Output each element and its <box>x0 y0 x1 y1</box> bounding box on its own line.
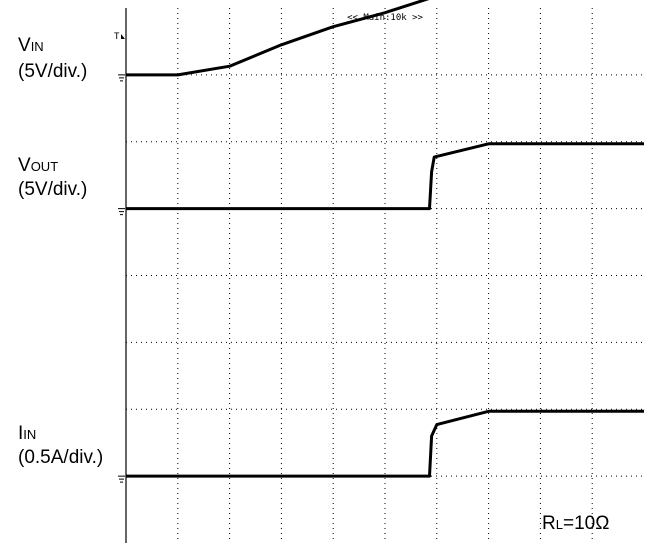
trigger-arrow <box>121 34 125 39</box>
trigger-icon: T <box>114 32 120 42</box>
iin-label: IIN <box>18 422 36 446</box>
vout-label-sub: OUT <box>31 159 58 174</box>
trigger-marker: T <box>114 32 125 42</box>
timebase-header: << Main:10k >> <box>347 13 423 23</box>
grid <box>126 8 644 543</box>
vin-label: VIN <box>18 34 44 58</box>
iin-scale: (0.5A/div.) <box>18 446 103 469</box>
ground-marker-2 <box>118 476 125 482</box>
vout-label: VOUT <box>18 154 58 178</box>
vout-scale: (5V/div.) <box>18 178 87 201</box>
load-annotation-sub: L <box>556 517 563 532</box>
vout-label-main: V <box>18 155 31 176</box>
load-annotation-rest: =10Ω <box>563 513 609 534</box>
iin-label-sub: IN <box>23 427 36 442</box>
ground-marker-1 <box>118 209 125 215</box>
load-annotation: RL=10Ω <box>542 513 609 535</box>
vin-scale: (5V/div.) <box>18 60 87 83</box>
load-annotation-main: R <box>542 513 556 534</box>
ground-markers: T <box>114 32 125 482</box>
vin-label-sub: IN <box>31 39 44 54</box>
vin-label-main: V <box>18 35 31 56</box>
ground-marker-0 <box>118 75 125 81</box>
